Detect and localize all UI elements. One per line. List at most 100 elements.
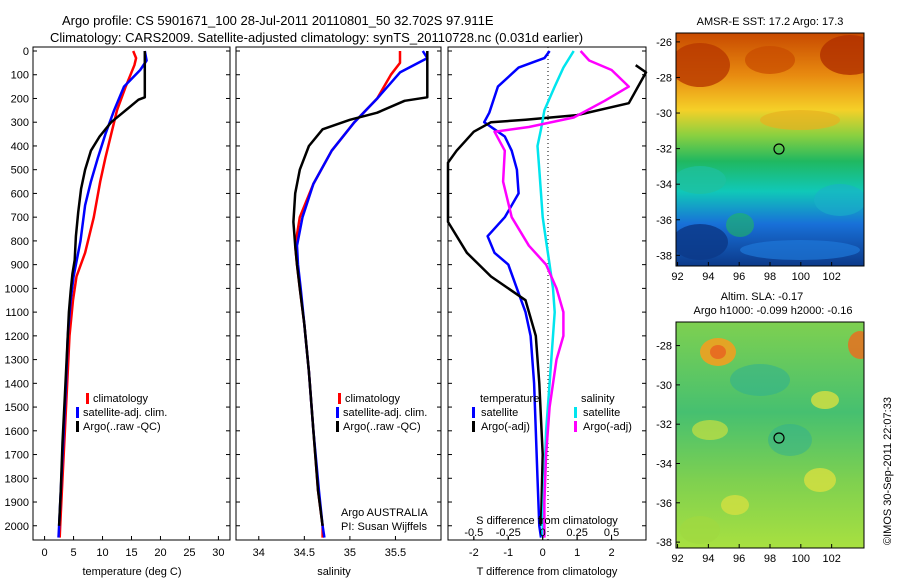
s-tick-label: 0 (540, 527, 546, 539)
map-x-tick-label: 94 (702, 271, 714, 283)
map-x-tick-label: 102 (822, 553, 840, 565)
imos-credit: ©IMOS 30-Sep-2011 22:07:33 (882, 397, 894, 545)
difference-ticks: -2 -1 0 1 2 -0.5 -0.25 0 0.25 0.5 (448, 50, 646, 559)
legend-swatch-climatology (86, 393, 89, 404)
sst-warm-patch (676, 43, 730, 87)
header-title-line2: Climatology: CARS2009. Satellite-adjuste… (50, 30, 583, 45)
difference-axes (447, 46, 647, 541)
y-tick-label: 200 (11, 93, 29, 105)
sla-high-core (710, 345, 726, 359)
y-tick-label: 800 (11, 236, 29, 248)
x-tick-label: 34 (253, 547, 265, 559)
y-tick-label: 1100 (5, 307, 29, 319)
sst-patch (676, 166, 726, 194)
map-x-tick-label: 96 (733, 553, 745, 565)
argo-location-marker (773, 432, 785, 444)
legend-swatch-argo (336, 421, 339, 432)
y-tick-label: 1700 (5, 450, 29, 462)
sla-map-title-2: Argo h1000: -0.099 h2000: -0.16 (693, 305, 852, 317)
legend-label-s-argo: Argo(-adj) (583, 421, 632, 433)
sst-map: AMSR-E SST: 17.2 Argo: 17.3 92 94 96 98 100 1… (656, 16, 865, 283)
sst-patch (726, 213, 754, 237)
sst-warm-patch (745, 46, 795, 74)
series-line-temperature-argo-adj (446, 64, 648, 526)
salinity-panel: 34 34.5 35 35.5 salinity climatology satell… (235, 46, 442, 578)
legend-label-t-argo: Argo(-adj) (481, 421, 530, 433)
series-line-climatology (293, 51, 402, 538)
temperature-panel: 0 5 10 15 20 25 300100200300400500600700800900… (5, 46, 231, 578)
x-tick-label: 0 (42, 547, 48, 559)
sla-low-patch (768, 424, 812, 456)
y-tick-label: 1300 (5, 355, 29, 367)
map-y-tick-label: -26 (656, 37, 672, 49)
map-x-tick-label: 94 (702, 553, 714, 565)
legend-swatch-climatology (338, 393, 341, 404)
sst-map-ticks: 92 94 96 98 100 102 -26 -28 -30 -32 -34 -36 -38 (656, 37, 841, 283)
series-line-argo-raw-qc (57, 51, 147, 526)
map-y-tick-label: -28 (656, 341, 672, 353)
t-difference-label: T difference from climatology (477, 566, 618, 578)
argo-program-label: Argo AUSTRALIA (341, 507, 428, 519)
legend-swatch-t-argo (472, 421, 475, 432)
argo-location-marker (773, 143, 785, 155)
x-tick-label: 15 (125, 547, 137, 559)
legend-swatch-argo (76, 421, 79, 432)
x-tick-label: 25 (183, 547, 195, 559)
sla-high-patch (721, 495, 749, 515)
y-tick-label: 900 (11, 260, 29, 272)
map-x-tick-label: 92 (671, 553, 683, 565)
temperature-xlabel: temperature (deg C) (82, 566, 181, 578)
x-tick-label: 1 (574, 547, 580, 559)
x-tick-label: 2 (609, 547, 615, 559)
x-tick-label: 0 (540, 547, 546, 559)
series-line-satellite-adj-clim (57, 50, 148, 538)
sla-patch (680, 516, 720, 544)
series-line-salinity-satellite (536, 50, 575, 538)
sla-map-ticks: 92 94 96 98 100 102 -28 -30 -32 -34 -36 -38 (656, 341, 841, 565)
y-tick-label: 2000 (5, 521, 29, 533)
legend-label-t-satellite: satellite (481, 407, 518, 419)
y-tick-label: 1000 (5, 283, 29, 295)
salinity-axes (235, 46, 442, 541)
map-y-tick-label: -38 (656, 250, 672, 262)
x-tick-label: 35.5 (385, 547, 406, 559)
y-tick-label: 700 (11, 212, 29, 224)
map-y-tick-label: -38 (656, 537, 672, 549)
y-tick-label: 300 (11, 117, 29, 129)
map-x-tick-label: 102 (822, 271, 840, 283)
sla-high-patch (692, 420, 728, 440)
x-tick-label: 5 (70, 547, 76, 559)
legend-label-climatology: climatology (345, 393, 401, 405)
sla-low-patch (730, 364, 790, 396)
temperature-ticks: 0 5 10 15 20 25 300100200300400500600700800900… (5, 46, 230, 559)
s-tick-label: 0.25 (566, 527, 587, 539)
sst-patch (814, 184, 864, 216)
map-y-tick-label: -30 (656, 108, 672, 120)
legend-title-temperature: temperature (480, 393, 539, 405)
legend-swatch-s-satellite (574, 407, 577, 418)
map-y-tick-label: -32 (656, 144, 672, 156)
difference-panel: -2 -1 0 1 2 -0.5 -0.25 0 0.25 0.5 S difference fr… (446, 46, 648, 578)
legend-label-satellite: satellite-adj. clim. (83, 407, 167, 419)
x-tick-label: -1 (503, 547, 513, 559)
map-y-tick-label: -36 (656, 498, 672, 510)
series-line-argo-raw-qc (292, 51, 429, 526)
sla-high-patch (811, 391, 839, 409)
map-x-tick-label: 100 (792, 271, 810, 283)
sla-high-patch (804, 468, 836, 492)
map-y-tick-label: -34 (656, 458, 672, 470)
x-tick-label: 20 (154, 547, 166, 559)
y-tick-label: 1900 (5, 497, 29, 509)
temperature-series (57, 50, 148, 538)
legend-label-argo: Argo(..raw -QC) (343, 421, 421, 433)
x-tick-label: -2 (469, 547, 479, 559)
map-x-tick-label: 98 (764, 553, 776, 565)
salinity-legend: climatology satellite-adj. clim. Argo(..… (336, 393, 427, 433)
y-tick-label: 1800 (5, 473, 29, 485)
map-y-tick-label: -34 (656, 179, 672, 191)
map-y-tick-label: -32 (656, 419, 672, 431)
difference-legend: temperature salinity satellite Argo(-adj… (472, 393, 632, 433)
legend-label-argo: Argo(..raw -QC) (83, 421, 161, 433)
x-tick-label: 10 (96, 547, 108, 559)
